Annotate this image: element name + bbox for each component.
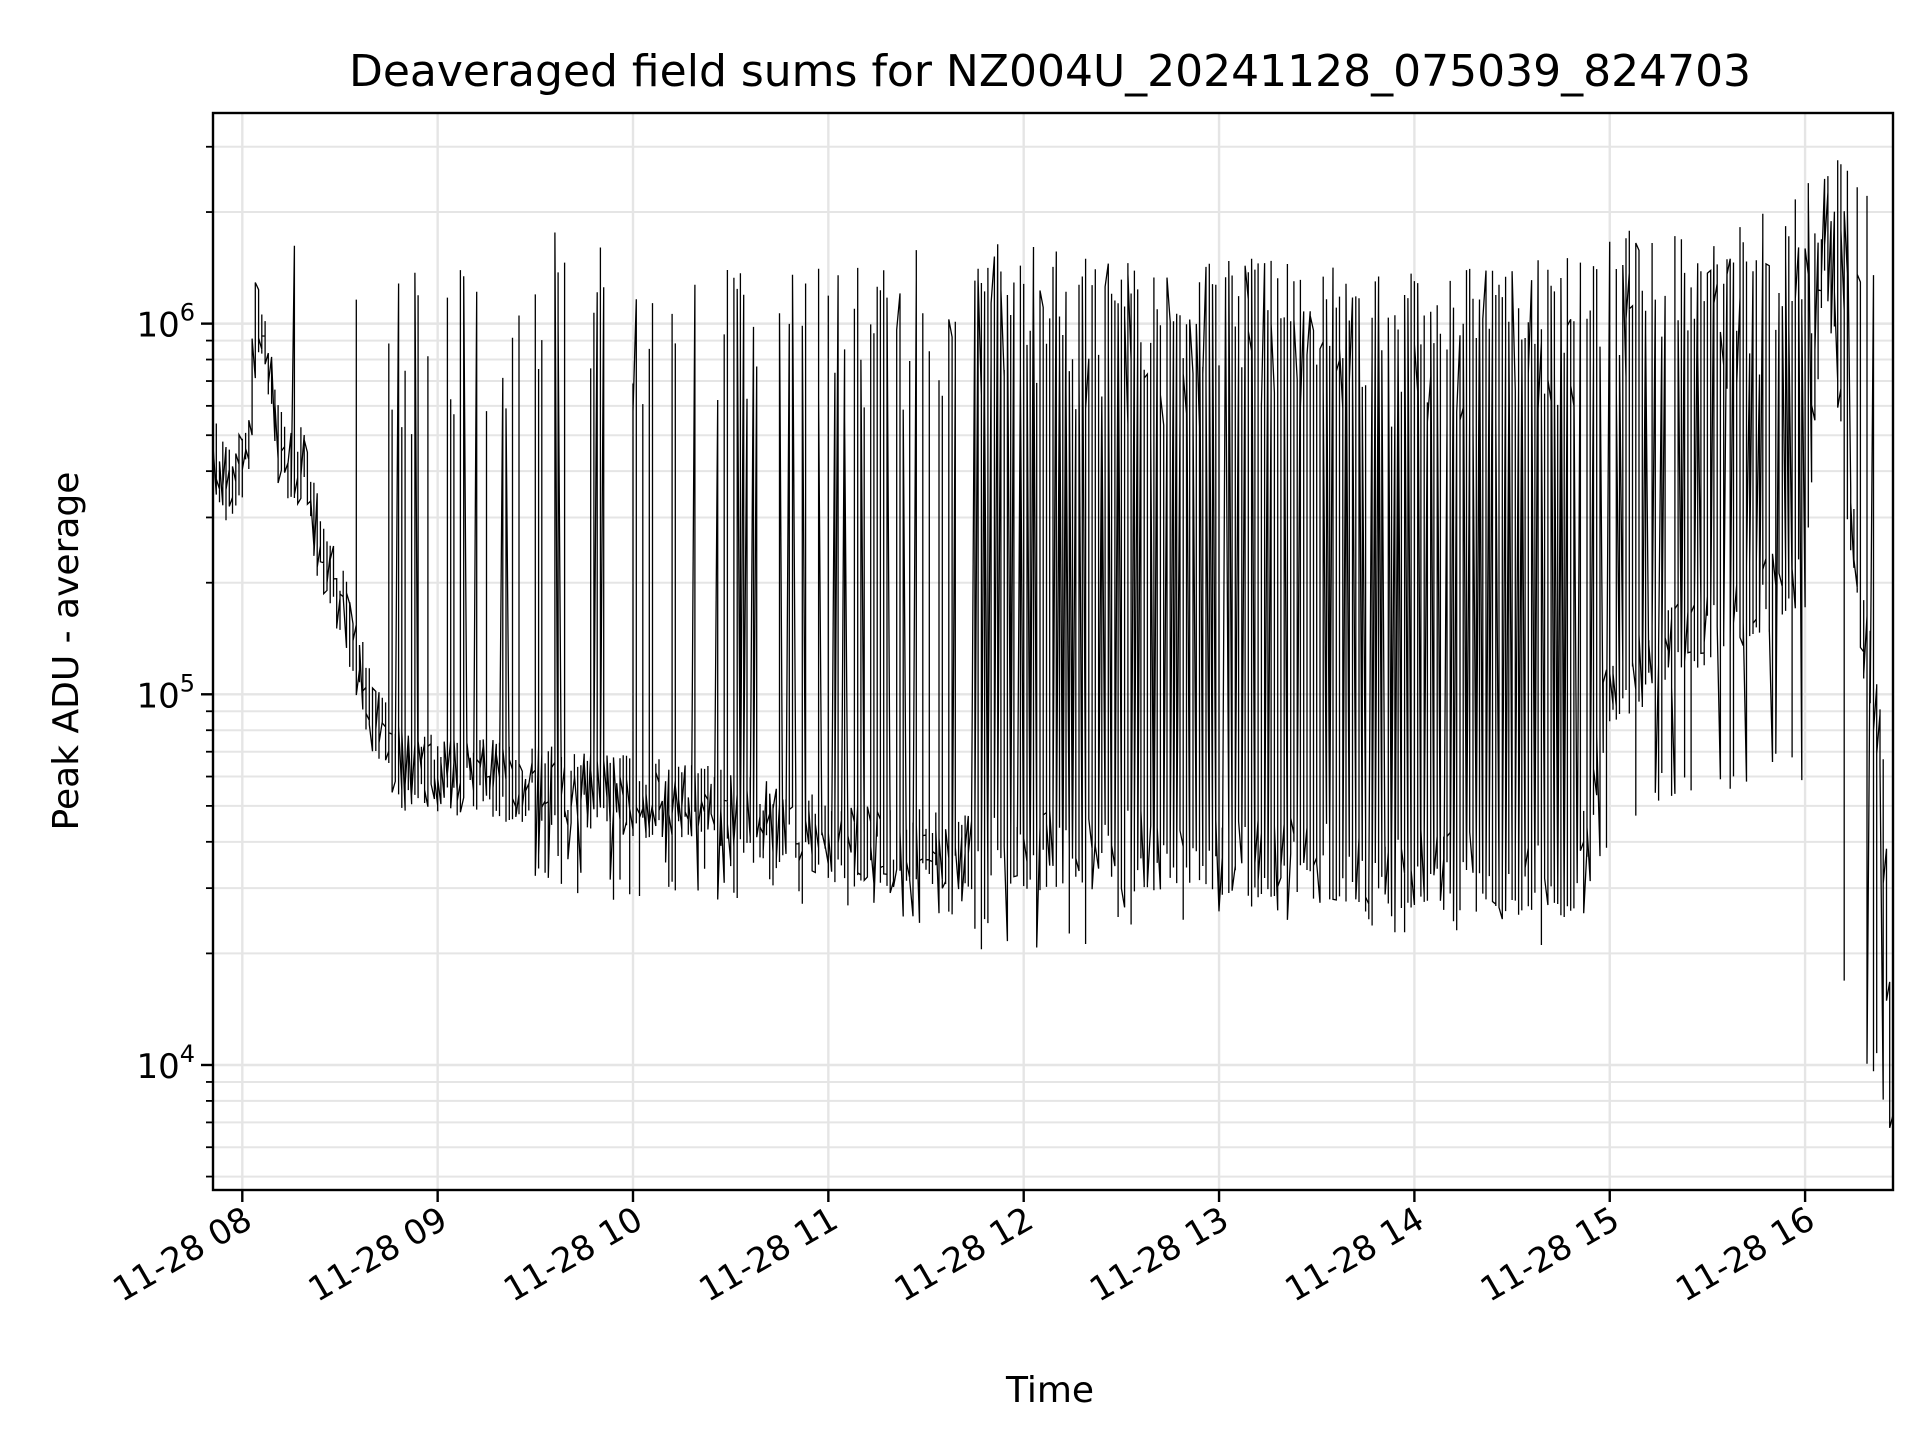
x-tick-label-3: 11-28 11	[692, 1199, 844, 1310]
y-tick-label-2: 106	[136, 299, 195, 346]
series-layer	[212, 160, 1894, 1129]
x-tick-label-1: 11-28 09	[302, 1199, 454, 1310]
x-tick-label-0: 11-28 08	[106, 1199, 258, 1310]
x-tick-label-5: 11-28 13	[1083, 1199, 1235, 1310]
plot-frame	[211, 111, 1895, 1192]
chart-title: Deaveraged field sums for NZ004U_2024112…	[349, 46, 1751, 97]
x-tick-label-2: 11-28 10	[497, 1199, 649, 1310]
x-tick-label-6: 11-28 14	[1279, 1199, 1431, 1310]
y-tick-label-1: 105	[136, 669, 195, 716]
y-axis-label: Peak ADU - average	[46, 472, 87, 831]
x-tick-label-4: 11-28 12	[888, 1199, 1040, 1310]
x-tick-label-7: 11-28 15	[1474, 1199, 1626, 1310]
y-tick-label-0: 104	[136, 1040, 195, 1087]
x-tick-label-8: 11-28 16	[1669, 1199, 1821, 1310]
x-axis-label: Time	[1005, 1370, 1094, 1411]
series-line-peak-adu	[212, 160, 1894, 1129]
